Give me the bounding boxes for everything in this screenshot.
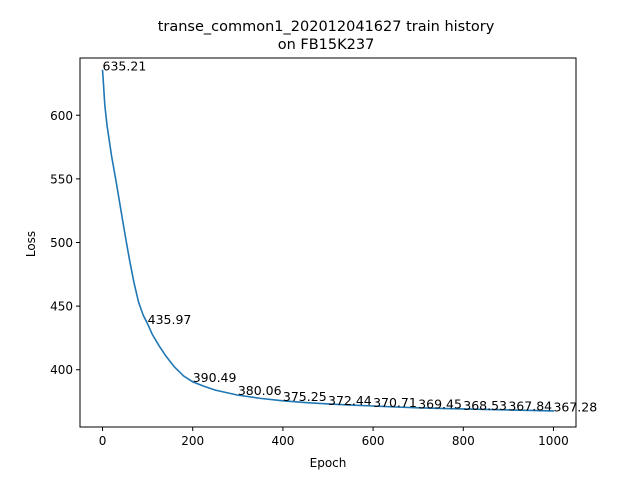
x-tick-label-400: 400 xyxy=(271,434,294,448)
data-label-500: 372.44 xyxy=(328,393,372,408)
data-label-600: 370.71 xyxy=(373,395,417,410)
data-label-0: 635.21 xyxy=(103,58,147,73)
data-label-300: 380.06 xyxy=(238,383,282,398)
x-tick-label-600: 600 xyxy=(362,434,385,448)
data-label-400: 375.25 xyxy=(283,389,327,404)
y-tick-label-450: 450 xyxy=(50,300,73,314)
data-label-800: 368.53 xyxy=(463,398,507,413)
series-line-0 xyxy=(101,69,555,412)
y-tick-label-600: 600 xyxy=(50,109,73,123)
y-tick-label-550: 550 xyxy=(50,172,73,186)
data-label-1000: 367.28 xyxy=(553,399,597,414)
data-label-200: 390.49 xyxy=(193,370,237,385)
data-label-700: 369.45 xyxy=(418,397,462,412)
data-label-900: 367.84 xyxy=(508,399,552,414)
y-tick-label-400: 400 xyxy=(50,363,73,377)
plot-frame xyxy=(79,57,577,428)
x-axis: 0 200 400 600 800 1000 xyxy=(99,427,569,448)
y-tick-label-500: 500 xyxy=(50,236,73,250)
series-group xyxy=(101,69,555,412)
chart-title-line-1: transe_common1_202012041627 train histor… xyxy=(158,19,495,35)
chart-title-line-2: on FB15K237 xyxy=(278,37,375,53)
x-tick-label-0: 0 xyxy=(99,434,107,448)
y-axis: 400 450 500 550 600 xyxy=(50,109,80,377)
data-label-100: 435.97 xyxy=(148,312,192,327)
x-tick-label-1000: 1000 xyxy=(538,434,569,448)
x-axis-label: Epoch xyxy=(310,456,347,470)
y-axis-label: Loss xyxy=(24,231,38,257)
x-tick-label-200: 200 xyxy=(181,434,204,448)
x-tick-label-800: 800 xyxy=(452,434,475,448)
